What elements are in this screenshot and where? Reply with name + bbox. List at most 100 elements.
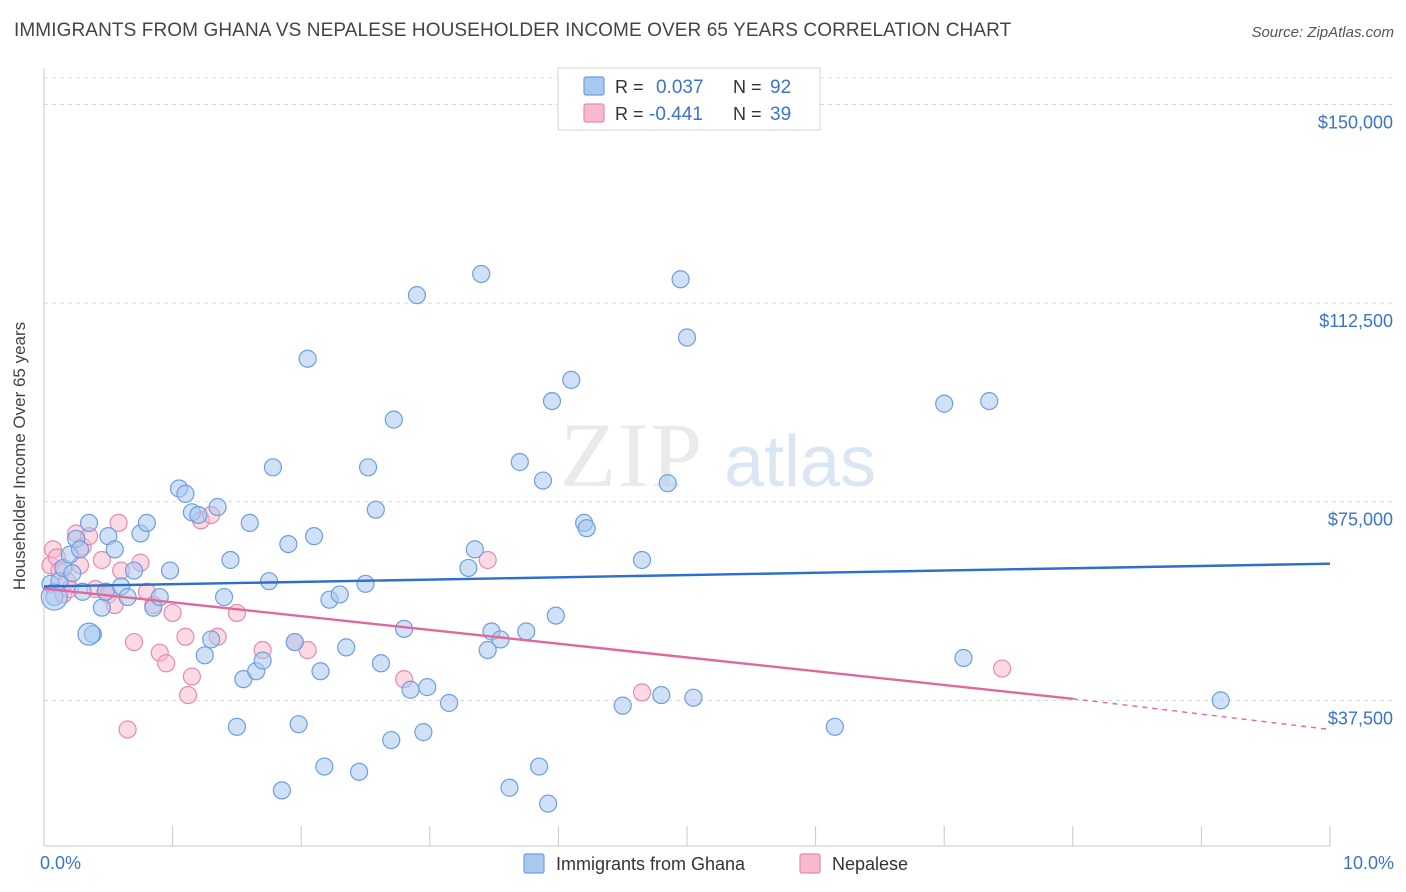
nepal-point-19 [124, 632, 144, 652]
ghana-point-89 [954, 648, 973, 668]
ghana-point-68 [491, 630, 510, 649]
y-tick-label-3: $150,000 [1318, 112, 1393, 132]
ghana-point-42 [289, 715, 308, 734]
nepal-point-12 [92, 550, 111, 570]
legend-n-value-nepal: 39 [770, 104, 791, 125]
ghana-point-52 [358, 458, 378, 477]
ghana-point-40 [279, 534, 298, 554]
ghana-point-50 [349, 762, 369, 781]
ghana-point-17 [124, 561, 144, 580]
ghana-point-81 [632, 550, 652, 570]
ghana-point-22 [160, 561, 180, 580]
x-tick-label-1: 10.0% [1343, 853, 1394, 873]
ghana-point-9 [79, 513, 99, 533]
ghana-point-54 [371, 654, 391, 673]
tick-labels: $37,500 $75,000 $112,500 $150,000 0.0% 10.0% [40, 112, 1394, 873]
ghana-point-88 [935, 394, 954, 413]
ghana-point-56 [384, 410, 403, 429]
ghana-point-75 [542, 391, 562, 411]
ghana-point-48 [330, 585, 349, 604]
ghana-point-71 [517, 622, 536, 641]
ghana-point-55 [382, 730, 401, 750]
watermark: ZIP atlas [560, 404, 876, 506]
nepal-point-39 [992, 659, 1012, 678]
nepal-point-18 [118, 720, 137, 739]
ghana-point-83 [658, 474, 677, 493]
ghana-point-61 [418, 678, 437, 697]
watermark-atlas: atlas [724, 422, 876, 502]
ghana-point-64 [465, 540, 484, 559]
ghana-point-87 [825, 717, 844, 736]
watermark-zip: ZIP [560, 404, 704, 506]
ghana-point-91 [1211, 691, 1230, 710]
ghana-point-82 [652, 685, 671, 705]
ghana-point-7 [70, 540, 90, 559]
ghana-point-76 [546, 606, 565, 625]
ghana-point-58 [401, 680, 420, 699]
trend-line-ghana [43, 562, 1331, 588]
ghana-point-31 [221, 550, 240, 570]
nepal-point-24 [157, 654, 176, 673]
nepal-point-37 [478, 550, 497, 570]
legend-n-value-ghana: 92 [770, 77, 791, 98]
ghana-point-90 [980, 391, 999, 411]
ghana-point-21 [150, 587, 169, 607]
ghana-point-36 [253, 651, 272, 670]
legend-swatch-nepal [583, 103, 605, 123]
y-tick-label-0: $37,500 [1328, 708, 1393, 728]
ghana-point-80 [613, 696, 632, 715]
trend-line-nepal-extension [1072, 698, 1331, 731]
source-label: Source: ZipAtlas.com [1251, 24, 1394, 41]
ghana-point-66 [478, 640, 497, 660]
ghana-points [40, 264, 1230, 813]
ghana-point-49 [337, 638, 356, 657]
legend-r-label-nepal: R = [615, 104, 644, 124]
ghana-point-27 [195, 646, 214, 665]
stats-legend: R = 0.037 N = 92 R = -0.441 N = 39 [557, 67, 821, 131]
ghana-point-24 [176, 484, 195, 503]
ghana-point-62 [439, 693, 459, 713]
ghana-point-85 [677, 328, 697, 347]
ghana-point-63 [459, 558, 478, 578]
ghana-point-77 [562, 370, 581, 390]
ghana-point-86 [684, 688, 703, 707]
ghana-point-51 [356, 574, 375, 593]
ghana-point-19 [137, 513, 156, 533]
ghana-point-59 [407, 286, 427, 305]
nepal-point-26 [176, 627, 195, 646]
legend-r-label-ghana: R = [615, 77, 644, 97]
nepal-point-28 [182, 667, 201, 686]
ghana-point-28 [202, 630, 221, 649]
ghana-point-14 [105, 540, 124, 559]
chart-title: IMMIGRANTS FROM GHANA VS NEPALESE HOUSEH… [14, 20, 1012, 41]
trend-lines [43, 562, 1331, 731]
ghana-point-65 [472, 264, 491, 284]
ghana-point-39 [272, 781, 292, 800]
nepalese-points [41, 505, 1012, 739]
ghana-point-38 [263, 458, 283, 477]
nepal-point-25 [163, 603, 182, 623]
legend-n-label-nepal: N = [733, 104, 762, 124]
ghana-point-43 [298, 349, 317, 368]
nepal-point-27 [178, 685, 198, 705]
ghana-point-29 [208, 497, 227, 517]
ghana-point-69 [500, 778, 519, 797]
axes-layer [43, 68, 1331, 847]
bottom-legend-swatch-ghana [523, 853, 545, 874]
ghana-point-74 [539, 794, 558, 813]
bottom-legend-label-ghana: Immigrants from Ghana [556, 854, 746, 874]
y-tick-label-1: $75,000 [1328, 510, 1393, 530]
legend-n-label-ghana: N = [733, 77, 762, 97]
bottom-legend-label-nepal: Nepalese [832, 854, 908, 874]
nepal-point-38 [632, 683, 652, 702]
ghana-point-26 [189, 505, 208, 525]
ghana-point-84 [671, 270, 690, 289]
legend-r-value-nepal: -0.441 [649, 104, 703, 125]
nepal-point-16 [109, 513, 128, 533]
ghana-point-79 [577, 519, 596, 538]
ghana-point-30 [214, 587, 234, 607]
ghana-point-34 [240, 513, 259, 533]
bottom-legend-swatch-nepal [799, 853, 821, 874]
grid-layer [44, 77, 1392, 701]
